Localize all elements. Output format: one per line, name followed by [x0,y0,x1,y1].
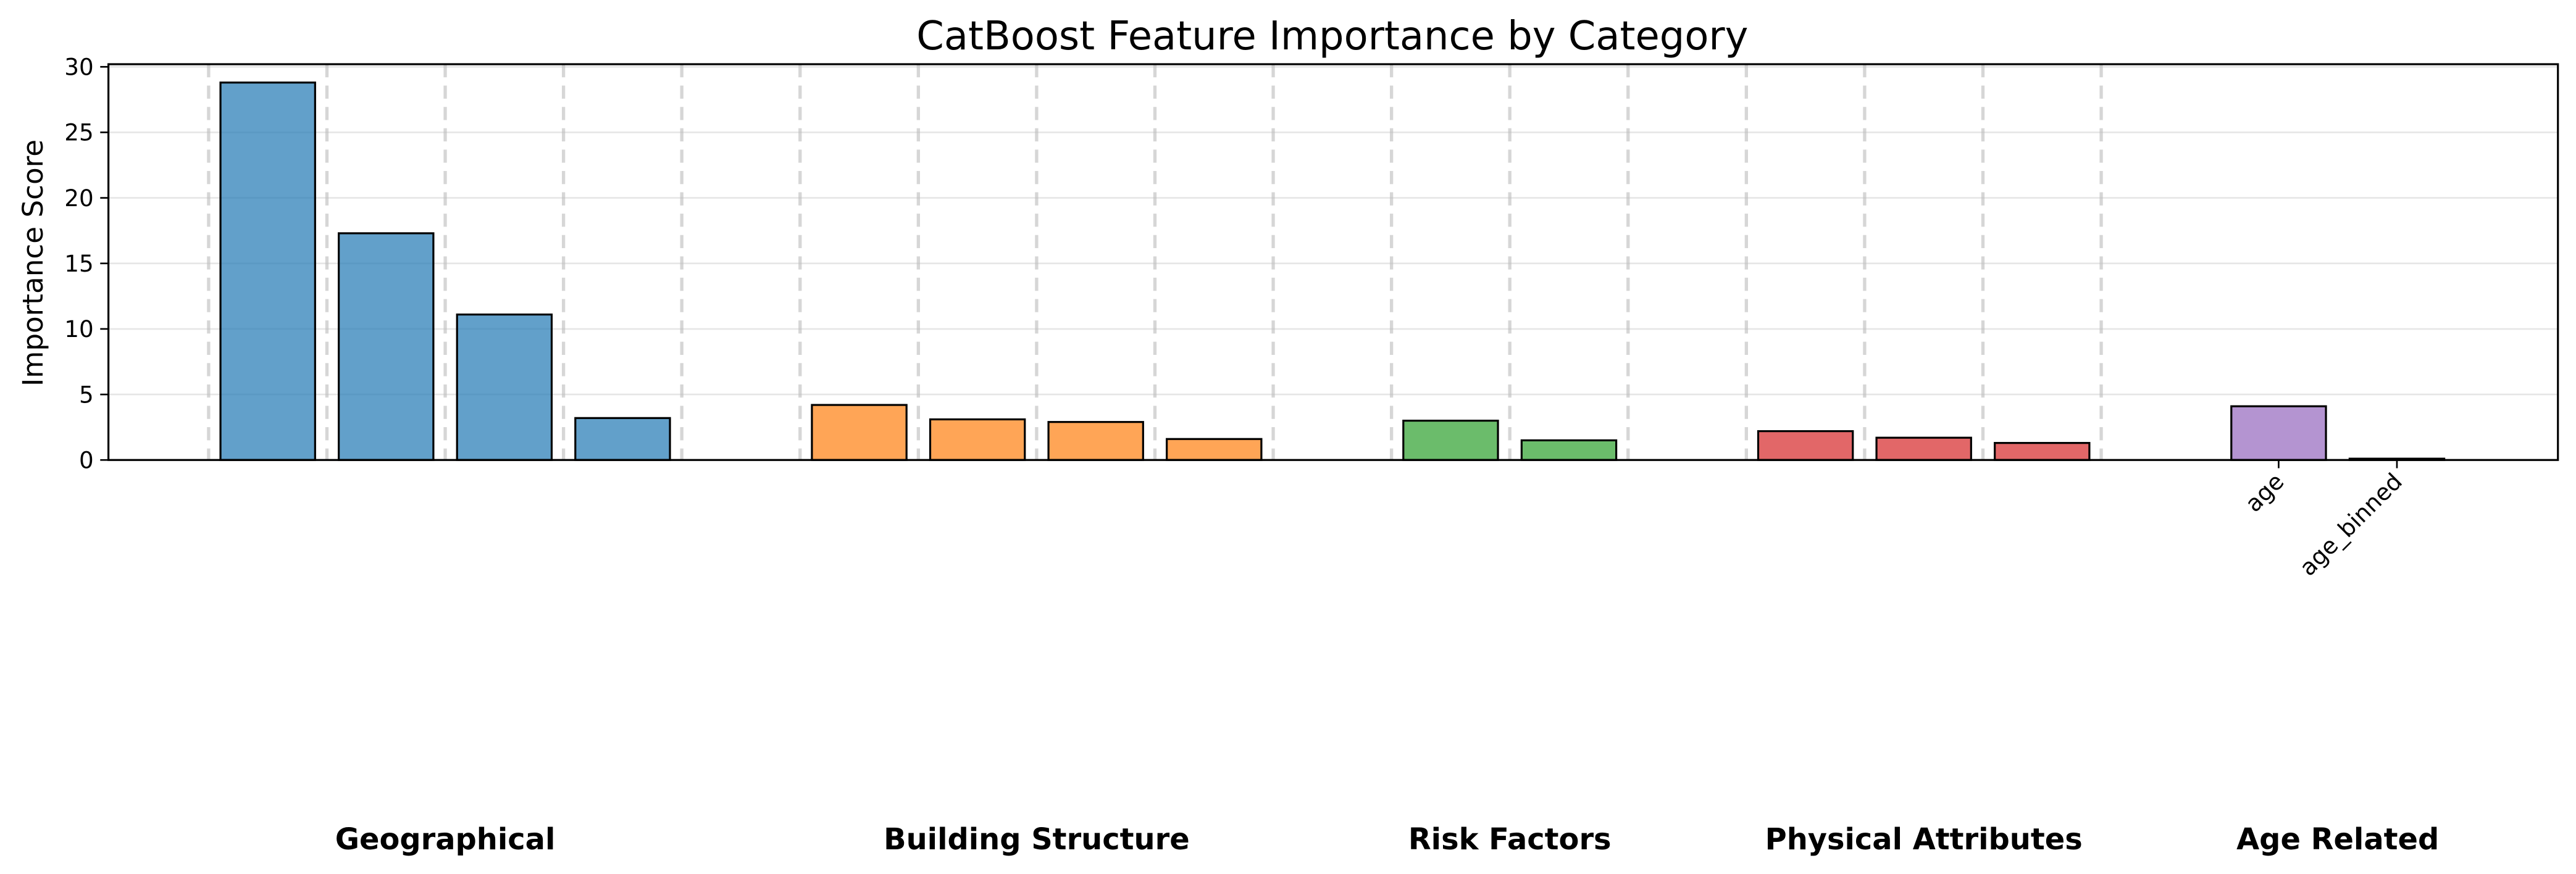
group-label: Physical Attributes [1765,823,2083,857]
chart-title: CatBoost Feature Importance by Category [916,14,1748,59]
y-tick-label: 15 [64,250,93,277]
bar [1994,442,2091,461]
bar [456,313,553,461]
y-tick-label: 10 [64,315,93,343]
y-tick-label: 20 [64,185,93,212]
bar [929,418,1026,461]
bar [1757,430,1854,461]
y-axis-label: Importance Score [17,139,49,386]
bar [219,81,316,461]
y-tick-label: 25 [64,119,93,146]
group-label: Risk Factors [1408,823,1612,857]
bar [1047,421,1144,461]
bar [574,417,671,461]
group-label: Age Related [2236,823,2439,857]
y-tick-label: 30 [64,54,93,81]
bar [1875,436,1972,461]
bar [338,232,435,461]
y-tick-label: 0 [79,447,94,474]
bar [1402,419,1499,461]
group-label: Building Structure [884,823,1190,857]
y-tick-label: 5 [79,381,94,408]
bar [1520,439,1618,461]
plot-frame [107,63,2559,461]
bar [1166,438,1263,461]
bar [811,404,908,461]
group-label: Geographical [335,823,556,857]
bar [2230,405,2327,461]
